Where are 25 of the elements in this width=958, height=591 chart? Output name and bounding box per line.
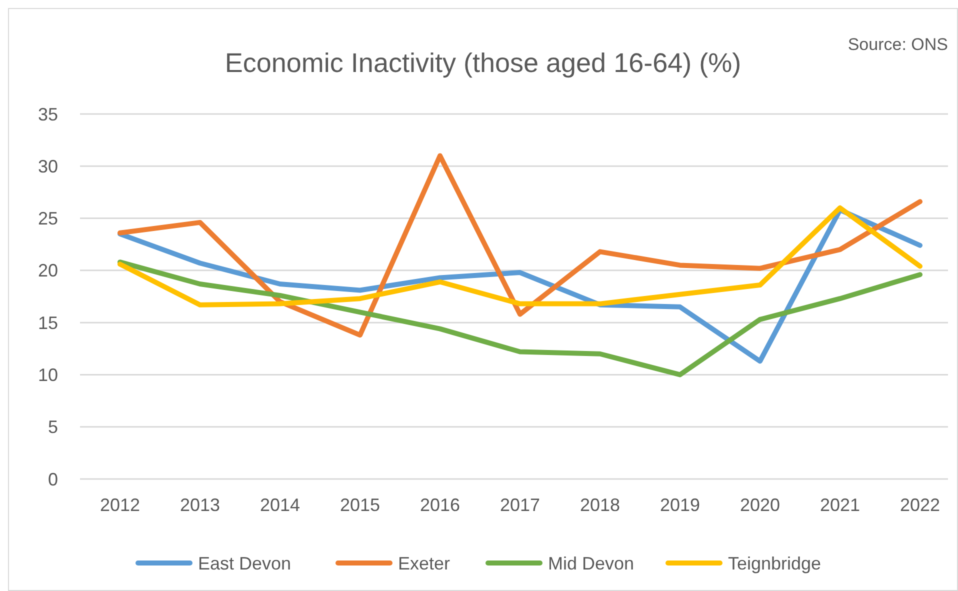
y-tick-label: 0 [48, 469, 58, 490]
x-tick-label: 2014 [260, 495, 300, 515]
x-tick-label: 2012 [100, 495, 140, 515]
x-tick-label: 2019 [660, 495, 700, 515]
y-tick-label: 5 [48, 417, 58, 438]
chart-title: Economic Inactivity (those aged 16-64) (%) [224, 48, 742, 78]
y-tick-label: 30 [38, 156, 58, 176]
y-tick-label: 35 [38, 104, 58, 124]
x-tick-label: 2021 [820, 495, 860, 515]
y-tick-label: 10 [38, 365, 58, 386]
x-tick-label: 2015 [340, 495, 380, 515]
legend-label: Teignbridge [728, 553, 822, 574]
legend-label: Mid Devon [548, 553, 634, 574]
legend-label: East Devon [198, 553, 292, 574]
y-tick-label: 15 [38, 312, 58, 333]
source-note: Source: ONS [848, 35, 948, 54]
x-tick-label: 2017 [500, 495, 540, 515]
x-tick-label: 2022 [900, 495, 940, 515]
y-tick-label: 25 [38, 208, 58, 229]
x-tick-label: 2016 [420, 495, 460, 515]
x-tick-label: 2020 [740, 495, 780, 515]
x-tick-label: 2013 [180, 495, 220, 515]
x-tick-label: 2018 [580, 495, 620, 515]
legend-label: Exeter [398, 553, 450, 574]
y-tick-label: 20 [38, 260, 58, 281]
